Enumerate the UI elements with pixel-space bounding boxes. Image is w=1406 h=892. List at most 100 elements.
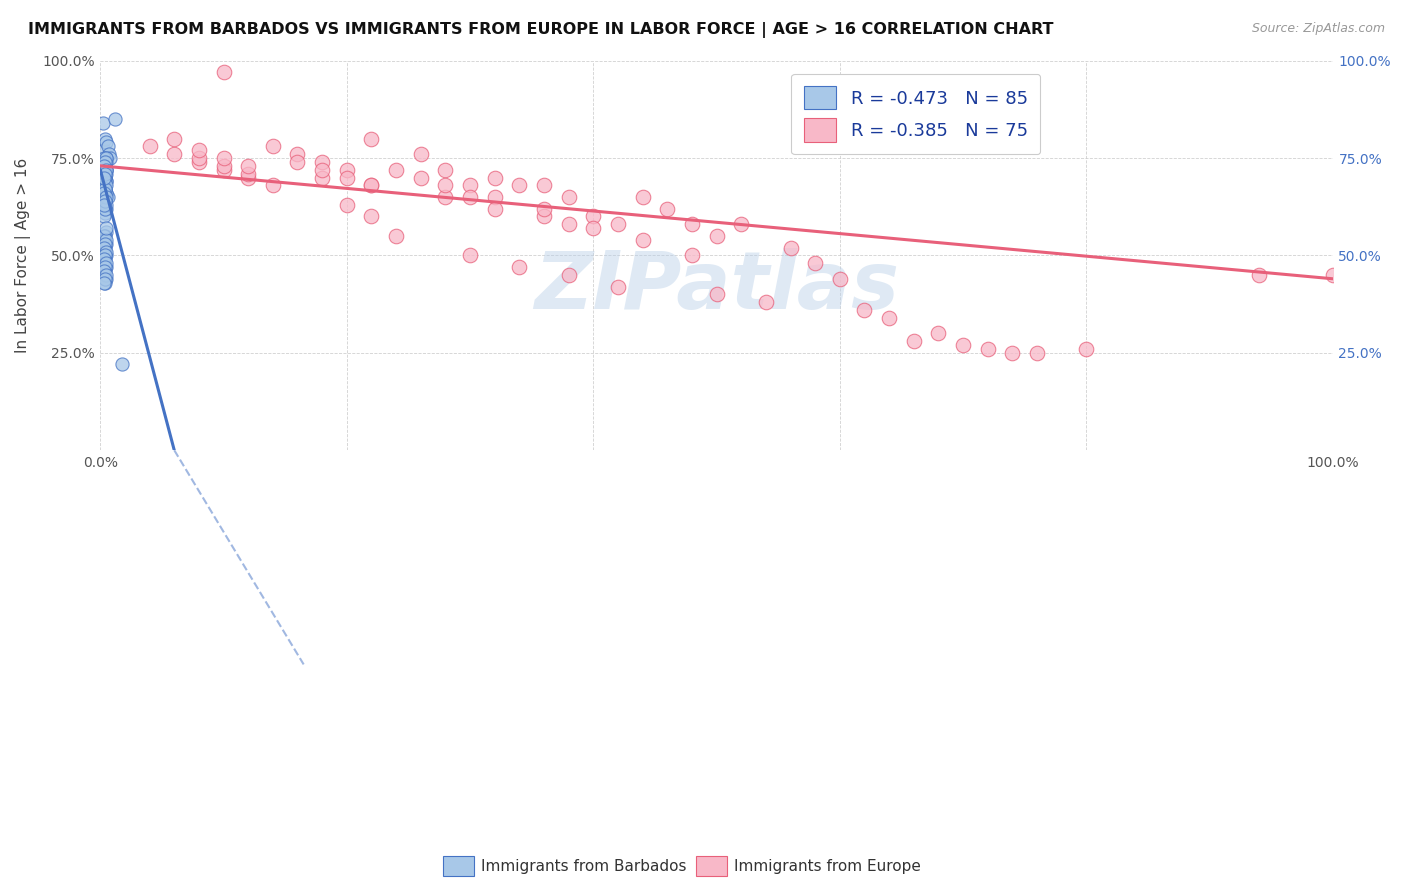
Point bbox=[706, 287, 728, 301]
Point bbox=[336, 170, 359, 185]
Point bbox=[94, 228, 117, 243]
Point bbox=[93, 151, 115, 165]
Point bbox=[607, 217, 630, 231]
Point bbox=[607, 279, 630, 293]
Text: IMMIGRANTS FROM BARBADOS VS IMMIGRANTS FROM EUROPE IN LABOR FORCE | AGE > 16 COR: IMMIGRANTS FROM BARBADOS VS IMMIGRANTS F… bbox=[28, 22, 1053, 38]
Point bbox=[94, 194, 117, 208]
Point bbox=[111, 358, 134, 372]
Point bbox=[1247, 268, 1270, 282]
Point bbox=[385, 162, 408, 177]
Point bbox=[557, 190, 579, 204]
Point bbox=[877, 310, 900, 325]
Point bbox=[1322, 268, 1344, 282]
Point bbox=[212, 159, 235, 173]
Point bbox=[96, 151, 118, 165]
Point bbox=[508, 260, 530, 274]
Point bbox=[212, 65, 235, 79]
Point bbox=[96, 167, 118, 181]
Point bbox=[94, 241, 117, 255]
Point bbox=[657, 202, 679, 216]
Point bbox=[93, 233, 115, 247]
Point bbox=[94, 159, 117, 173]
Point bbox=[434, 178, 457, 193]
Point bbox=[94, 248, 117, 262]
Point bbox=[96, 221, 118, 235]
Point bbox=[96, 155, 118, 169]
Point bbox=[96, 186, 118, 200]
Point bbox=[96, 236, 118, 251]
Point bbox=[94, 182, 117, 196]
Point bbox=[93, 276, 115, 290]
Point bbox=[804, 256, 827, 270]
Point bbox=[97, 190, 120, 204]
Point bbox=[484, 190, 506, 204]
Point bbox=[336, 198, 359, 212]
Point bbox=[434, 190, 457, 204]
Point bbox=[238, 159, 260, 173]
Point bbox=[458, 248, 481, 262]
Point bbox=[163, 131, 186, 145]
Point bbox=[458, 178, 481, 193]
Point bbox=[533, 202, 555, 216]
Point bbox=[187, 155, 209, 169]
Point bbox=[238, 170, 260, 185]
Point bbox=[262, 178, 284, 193]
Point bbox=[508, 178, 530, 193]
Point bbox=[681, 217, 703, 231]
Point bbox=[96, 256, 118, 270]
Point bbox=[93, 159, 115, 173]
Point bbox=[96, 174, 118, 188]
Point bbox=[93, 182, 115, 196]
Point bbox=[93, 210, 115, 224]
Point bbox=[94, 264, 117, 278]
Point bbox=[93, 198, 115, 212]
Point bbox=[96, 178, 118, 193]
Text: Source: ZipAtlas.com: Source: ZipAtlas.com bbox=[1251, 22, 1385, 36]
Point bbox=[458, 190, 481, 204]
Point bbox=[94, 205, 117, 219]
Point bbox=[93, 268, 115, 282]
Point bbox=[96, 151, 118, 165]
Point bbox=[93, 162, 115, 177]
Point bbox=[557, 268, 579, 282]
Point bbox=[93, 228, 115, 243]
Legend: R = -0.473   N = 85, R = -0.385   N = 75: R = -0.473 N = 85, R = -0.385 N = 75 bbox=[792, 73, 1040, 154]
Point bbox=[755, 295, 778, 310]
Point bbox=[952, 338, 974, 352]
Point bbox=[94, 236, 117, 251]
Point bbox=[96, 162, 118, 177]
Point bbox=[96, 136, 118, 150]
Point bbox=[94, 170, 117, 185]
Point bbox=[93, 170, 115, 185]
Point bbox=[976, 342, 998, 356]
Point bbox=[94, 170, 117, 185]
Point bbox=[97, 139, 120, 153]
Point bbox=[96, 186, 118, 200]
Point bbox=[94, 272, 117, 286]
Point bbox=[779, 241, 801, 255]
Point bbox=[434, 162, 457, 177]
Point bbox=[96, 174, 118, 188]
Point bbox=[903, 334, 925, 348]
Point bbox=[187, 143, 209, 157]
Point bbox=[94, 159, 117, 173]
Point bbox=[93, 167, 115, 181]
Point bbox=[212, 151, 235, 165]
Point bbox=[96, 233, 118, 247]
Point bbox=[97, 147, 120, 161]
Point bbox=[93, 244, 115, 259]
Point bbox=[94, 131, 117, 145]
Point bbox=[93, 264, 115, 278]
Point bbox=[533, 210, 555, 224]
Point bbox=[93, 252, 115, 267]
Point bbox=[94, 252, 117, 267]
Point bbox=[582, 210, 605, 224]
Point bbox=[96, 190, 118, 204]
Point bbox=[96, 162, 118, 177]
Point bbox=[93, 143, 115, 157]
Point bbox=[96, 198, 118, 212]
Point bbox=[360, 131, 382, 145]
Point bbox=[94, 202, 117, 216]
Point bbox=[93, 174, 115, 188]
Point bbox=[187, 151, 209, 165]
